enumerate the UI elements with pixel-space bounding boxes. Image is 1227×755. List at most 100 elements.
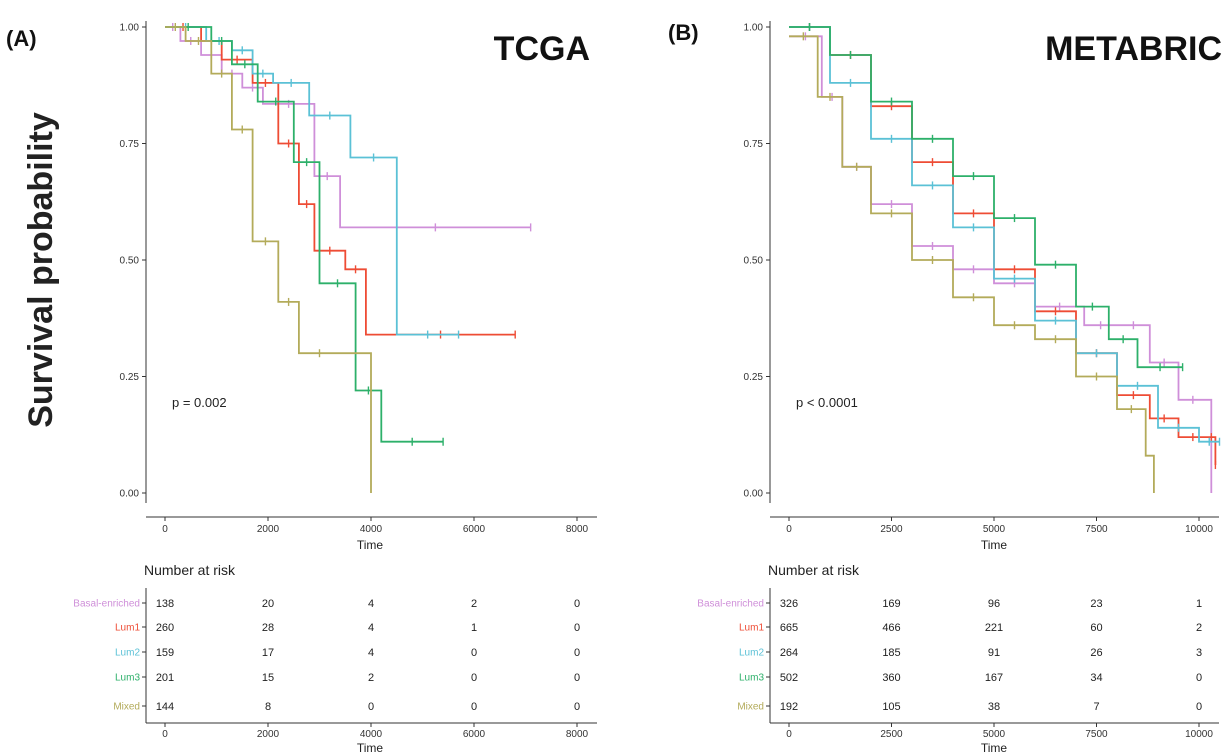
risk-cell: 159 <box>156 647 174 659</box>
risk-cell: 38 <box>988 701 1000 713</box>
risk-cell: 138 <box>156 598 174 610</box>
risk-cell: 26 <box>1090 647 1102 659</box>
cohort-title-metabric: METABRIC <box>1045 30 1222 68</box>
risk-cell: 4 <box>368 622 374 634</box>
risk-cell: 7 <box>1093 701 1099 713</box>
risk-cell: 360 <box>882 672 900 684</box>
risk-cell: 60 <box>1090 622 1102 634</box>
risk-cell: 0 <box>574 672 580 684</box>
risk-row-label-mixed: Mixed <box>737 702 764 713</box>
risk-x-tick-label: 10000 <box>1185 729 1213 740</box>
risk-cell: 2 <box>471 598 477 610</box>
risk-x-tick-label: 2500 <box>880 729 903 740</box>
risk-cell: 192 <box>780 701 798 713</box>
risk-cell: 2 <box>368 672 374 684</box>
risk-cell: 3 <box>1196 647 1202 659</box>
risk-cell: 665 <box>780 622 798 634</box>
x-tick-label: 0 <box>162 524 168 535</box>
y-tick-label: 0.00 <box>120 489 140 500</box>
risk-cell: 0 <box>471 647 477 659</box>
y-tick-label: 0.50 <box>744 256 764 267</box>
risk-cell: 260 <box>156 622 174 634</box>
risk-cell: 0 <box>471 672 477 684</box>
risk-row-label-lum3: Lum3 <box>115 673 140 684</box>
risk-cell: 264 <box>780 647 798 659</box>
risk-cell: 0 <box>574 622 580 634</box>
y-tick-label: 0.00 <box>744 489 764 500</box>
risk-title-tcga: Number at risk <box>144 562 236 578</box>
y-tick-label: 0.75 <box>744 139 764 150</box>
risk-cell: 91 <box>988 647 1000 659</box>
x-tick-label: 7500 <box>1085 524 1108 535</box>
x-tick-label: 8000 <box>566 524 589 535</box>
risk-x-tick-label: 6000 <box>463 729 486 740</box>
risk-cell: 144 <box>156 701 174 713</box>
panel-tcga: (A) TCGA p = 0.002 Time Number at risk T… <box>6 21 597 755</box>
risk-cell: 0 <box>471 701 477 713</box>
risk-cell: 466 <box>882 622 900 634</box>
y-tick-label: 0.25 <box>120 372 140 383</box>
x-axis-title-tcga: Time <box>357 538 384 552</box>
risk-x-tick-label: 0 <box>786 729 792 740</box>
risk-row-label-basal-enriched: Basal-enriched <box>697 599 764 610</box>
km-curve-basal-enriched <box>789 35 1213 493</box>
risk-cell: 20 <box>262 598 274 610</box>
risk-cell: 96 <box>988 598 1000 610</box>
km-curve-lum2 <box>789 26 1220 443</box>
risk-cell: 0 <box>574 701 580 713</box>
risk-cell: 4 <box>368 598 374 610</box>
risk-x-title-metabric: Time <box>981 741 1008 755</box>
x-tick-label: 2000 <box>257 524 280 535</box>
risk-row-label-mixed: Mixed <box>113 702 140 713</box>
risk-cell: 0 <box>574 647 580 659</box>
risk-cell: 0 <box>574 598 580 610</box>
km-curve-mixed <box>789 35 1155 493</box>
km-curve-lum2 <box>165 26 459 336</box>
risk-row-label-lum2: Lum2 <box>115 648 140 659</box>
risk-row-label-lum2: Lum2 <box>739 648 764 659</box>
risk-cell: 4 <box>368 647 374 659</box>
risk-cell: 1 <box>471 622 477 634</box>
km-curve-lum3 <box>165 26 444 443</box>
risk-cell: 15 <box>262 672 274 684</box>
km-curve-basal-enriched <box>165 26 531 229</box>
panel-label-a: (A) <box>6 26 37 51</box>
x-tick-label: 5000 <box>983 524 1006 535</box>
risk-cell: 8 <box>265 701 271 713</box>
risk-x-tick-label: 0 <box>162 729 168 740</box>
y-tick-label: 0.75 <box>120 139 140 150</box>
risk-cell: 221 <box>985 622 1003 634</box>
risk-cell: 169 <box>882 598 900 610</box>
risk-cell: 201 <box>156 672 174 684</box>
p-value-tcga: p = 0.002 <box>172 395 227 410</box>
risk-title-metabric: Number at risk <box>768 562 860 578</box>
x-tick-label: 4000 <box>360 524 383 535</box>
y-tick-label: 0.50 <box>120 256 140 267</box>
risk-cell: 17 <box>262 647 274 659</box>
risk-cell: 185 <box>882 647 900 659</box>
risk-x-tick-label: 8000 <box>566 729 589 740</box>
risk-cell: 28 <box>262 622 274 634</box>
y-tick-label: 1.00 <box>120 23 140 34</box>
y-tick-label: 0.25 <box>744 372 764 383</box>
risk-cell: 0 <box>1196 672 1202 684</box>
cohort-title-tcga: TCGA <box>494 30 590 68</box>
x-axis-title-metabric: Time <box>981 538 1008 552</box>
risk-row-label-lum1: Lum1 <box>739 623 764 634</box>
x-tick-label: 0 <box>786 524 792 535</box>
x-tick-label: 2500 <box>880 524 903 535</box>
x-tick-label: 6000 <box>463 524 486 535</box>
risk-x-title-tcga: Time <box>357 741 384 755</box>
y-axis-title: Survival probability <box>22 112 60 428</box>
risk-x-tick-label: 2000 <box>257 729 280 740</box>
risk-cell: 1 <box>1196 598 1202 610</box>
risk-cell: 0 <box>1196 701 1202 713</box>
risk-cell: 105 <box>882 701 900 713</box>
km-curve-lum3 <box>789 26 1183 369</box>
x-tick-label: 10000 <box>1185 524 1213 535</box>
risk-cell: 23 <box>1090 598 1102 610</box>
risk-row-label-basal-enriched: Basal-enriched <box>73 599 140 610</box>
risk-x-tick-label: 7500 <box>1085 729 1108 740</box>
y-tick-label: 1.00 <box>744 23 764 34</box>
